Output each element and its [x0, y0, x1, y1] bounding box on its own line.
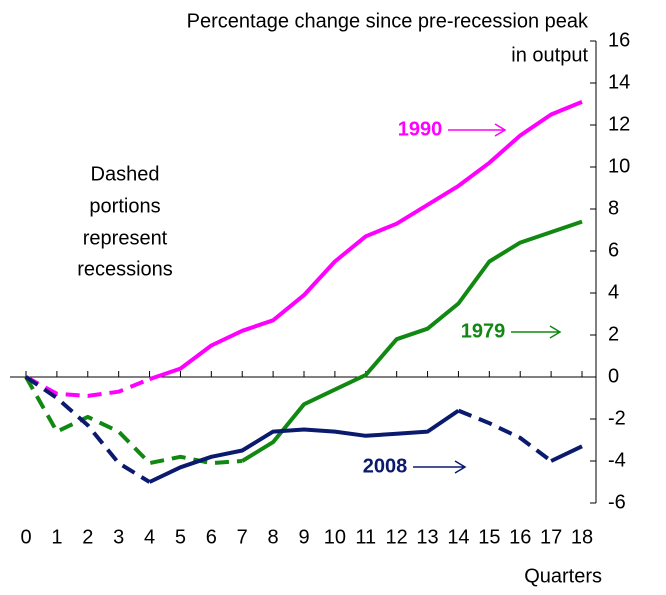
y-tick-label: 4 [608, 281, 619, 303]
x-tick-label: 11 [355, 526, 376, 548]
solid-line [241, 219, 583, 463]
x-tick-label: 7 [237, 526, 248, 548]
solid-line [148, 408, 460, 484]
x-tick-label: 0 [20, 526, 31, 548]
series-label: 1979 [461, 320, 506, 342]
y-tick-label: 10 [608, 155, 630, 177]
x-tick-label: 9 [298, 526, 309, 548]
annotation: represent [83, 227, 168, 249]
y-tick-label: 2 [608, 323, 619, 345]
x-tick-label: 3 [113, 526, 124, 548]
arrow [448, 123, 507, 137]
annotation: recessions [77, 258, 173, 280]
series-label: 2008 [363, 455, 408, 477]
x-axis-label: Quarters [524, 565, 602, 587]
arrow [413, 460, 467, 474]
dashed-line [24, 376, 243, 466]
y-tick-label: -4 [608, 449, 626, 471]
arrow [511, 325, 562, 339]
x-tick-label: 18 [571, 526, 593, 548]
y-tick-label: 8 [608, 197, 619, 219]
chart-title: in output [511, 44, 588, 66]
x-tick-label: 1 [51, 526, 62, 548]
y-tick-label: -6 [608, 491, 626, 513]
dashed-line [25, 375, 151, 398]
y-tick-label: 6 [608, 239, 619, 261]
x-tick-label: 12 [386, 526, 408, 548]
y-tick-label: 14 [608, 71, 630, 93]
chart-title: Percentage change since pre-recession pe… [187, 10, 589, 32]
y-tick-label: -2 [608, 407, 626, 429]
x-tick-label: 15 [478, 526, 500, 548]
x-tick-label: 2 [82, 526, 93, 548]
solid-line [148, 100, 583, 381]
dashed-line [457, 408, 553, 463]
dashed-line [24, 375, 151, 484]
series-label: 1990 [398, 118, 443, 140]
annotation: Dashed [91, 163, 160, 185]
x-tick-label: 10 [324, 526, 346, 548]
y-tick-label: 16 [608, 29, 630, 51]
x-tick-label: 13 [416, 526, 438, 548]
x-tick-label: 14 [447, 526, 469, 548]
x-tick-label: 17 [540, 526, 562, 548]
y-tick-label: 12 [608, 113, 630, 135]
y-tick-label: 0 [608, 365, 619, 387]
solid-line [550, 444, 583, 463]
x-tick-label: 8 [268, 526, 279, 548]
x-tick-label: 16 [509, 526, 531, 548]
annotation: portions [89, 195, 160, 217]
x-tick-label: 6 [206, 526, 217, 548]
x-tick-label: 4 [144, 526, 155, 548]
x-tick-label: 5 [175, 526, 186, 548]
